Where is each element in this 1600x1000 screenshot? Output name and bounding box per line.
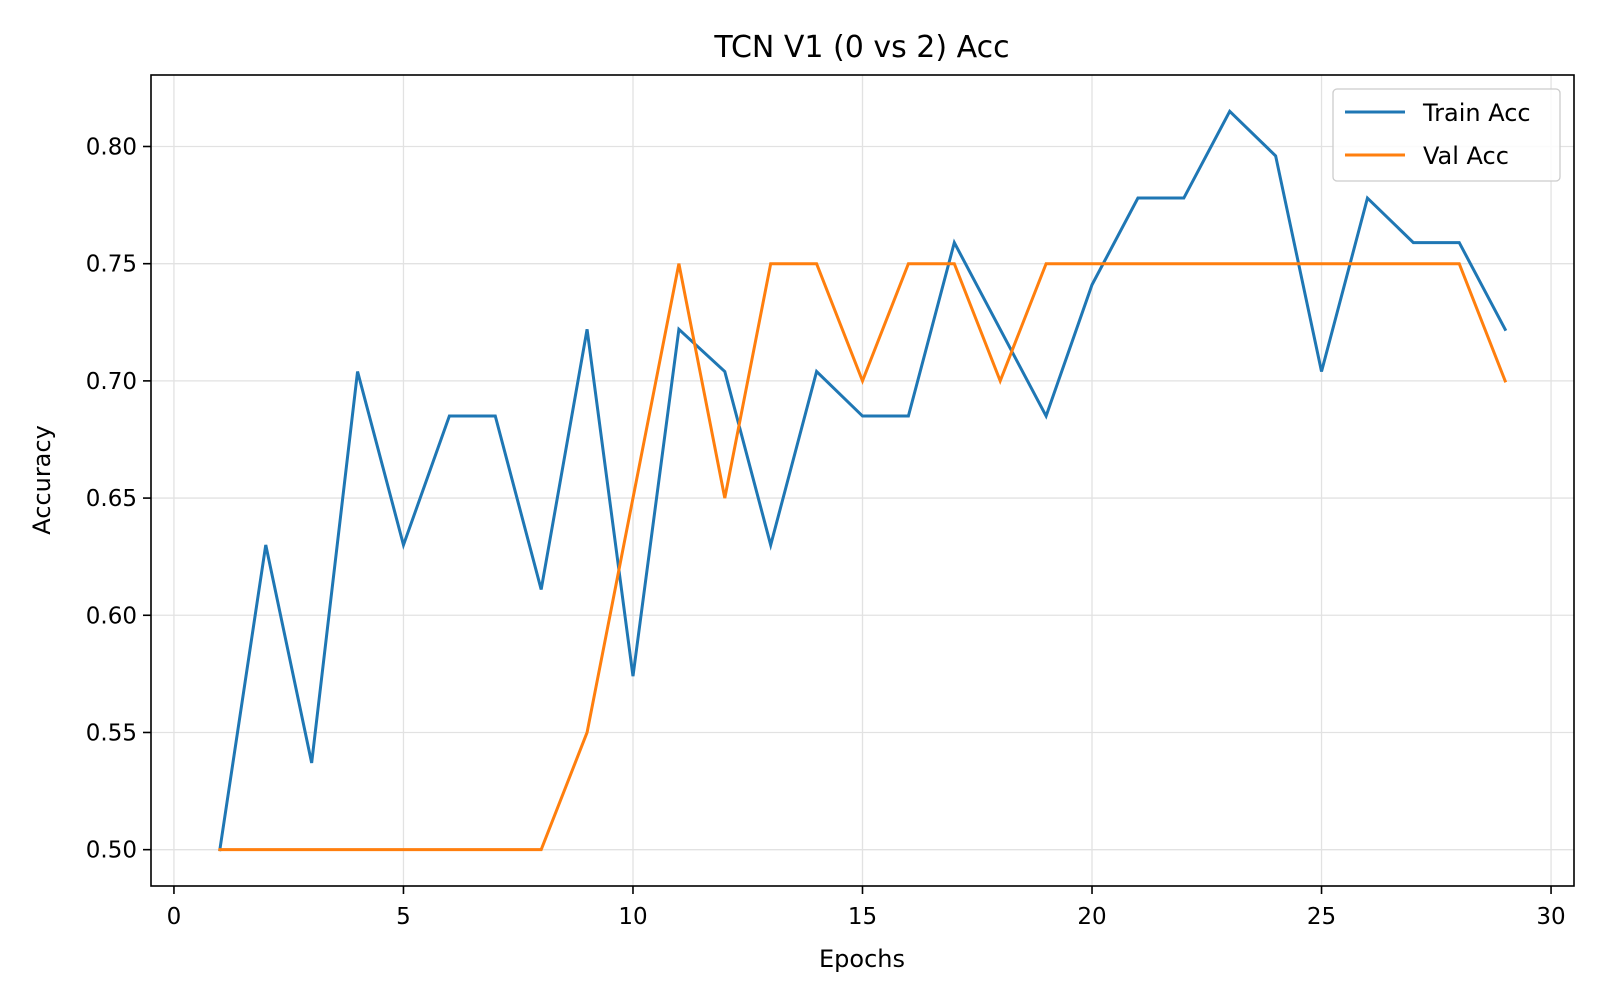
legend: Train Acc Val Acc [1332, 88, 1561, 182]
x-tick-label: 0 [167, 904, 182, 930]
x-tick-label: 15 [848, 904, 877, 930]
x-tick-label: 30 [1536, 904, 1565, 930]
y-axis-label: Accuracy [28, 425, 56, 535]
y-tick-label: 0.60 [86, 603, 137, 629]
legend-label-train-acc: Train Acc [1422, 99, 1531, 127]
y-tick-label: 0.80 [86, 134, 137, 160]
x-tick-label: 20 [1077, 904, 1106, 930]
y-tick-label: 0.75 [86, 252, 137, 278]
chart-title: TCN V1 (0 vs 2) Acc [713, 30, 1009, 65]
y-tick-label: 0.65 [86, 486, 137, 512]
series-lines [218, 108, 1508, 852]
series-line-val-acc [218, 262, 1508, 852]
y-tick-label: 0.55 [86, 720, 137, 746]
axis-ticks: 0 5 10 15 20 25 30 0.50 0.55 0.60 0.65 0.70 0.75 0.80 [86, 134, 1566, 930]
y-tick-label: 0.70 [86, 369, 137, 395]
x-tick-label: 25 [1307, 904, 1336, 930]
x-axis-label: Epochs [819, 945, 905, 973]
x-tick-label: 10 [618, 904, 647, 930]
legend-label-val-acc: Val Acc [1423, 142, 1509, 170]
x-tick-label: 5 [396, 904, 411, 930]
grid [151, 75, 1574, 886]
series-line-train-acc [218, 108, 1508, 852]
y-tick-label: 0.50 [86, 838, 137, 864]
